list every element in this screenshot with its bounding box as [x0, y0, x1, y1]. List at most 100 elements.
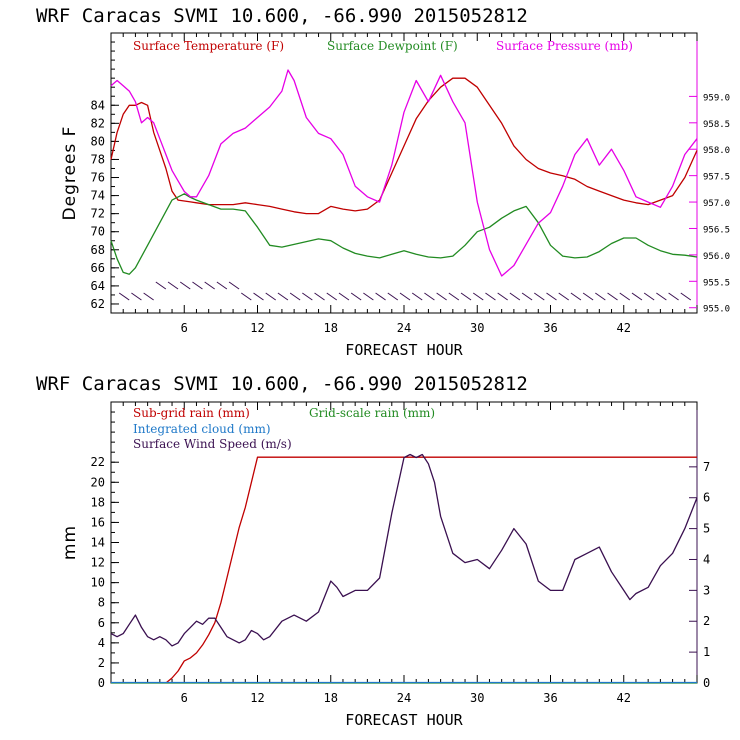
x-tick-label: 18	[324, 691, 338, 705]
wind-barb	[314, 292, 325, 301]
wind-barb	[631, 292, 643, 301]
y2-tick-label: 956.0	[703, 252, 730, 262]
series-line-surface-pressure-mb-	[110, 69, 698, 277]
x-tick-label: 42	[617, 691, 631, 705]
y-axis-label: Degrees F	[60, 126, 80, 221]
x-tick-label: 36	[543, 321, 557, 335]
x-tick-label: 24	[397, 691, 411, 705]
y-tick-label: 16	[91, 515, 105, 529]
y-tick-label: 6	[98, 616, 105, 630]
x-tick-label: 30	[470, 691, 484, 705]
legend-entry: Surface Temperature (F)	[133, 39, 284, 53]
wind-barb	[582, 292, 594, 301]
plot-frame	[110, 32, 698, 314]
wind-barb	[595, 292, 606, 301]
wind-barb	[192, 281, 203, 290]
y-tick-label: 78	[91, 152, 105, 166]
wind-barb	[497, 292, 508, 301]
y2-tick-label: 957.5	[703, 173, 730, 183]
y-tick-label: 14	[91, 536, 105, 550]
y2-tick-label: 958.0	[703, 146, 730, 156]
x-tick-label: 18	[324, 321, 338, 335]
y-tick-label: 80	[91, 134, 105, 148]
chart-title-1: WRF Caracas SVMI 10.600, -66.990 2015052…	[36, 5, 528, 27]
wind-barb	[460, 292, 472, 301]
y-axis-label: mm	[60, 525, 80, 560]
wind-barb	[241, 292, 252, 301]
wind-barb	[387, 292, 399, 301]
wind-barb	[399, 292, 411, 301]
x-tick-label: 36	[543, 691, 557, 705]
y-tick-label: 18	[91, 495, 105, 509]
wind-barb	[216, 281, 228, 290]
y2-tick-label: 958.5	[703, 120, 730, 130]
wind-barb	[375, 292, 386, 301]
wind-barb	[546, 292, 557, 301]
series-line-surface-dewpoint-f-	[110, 193, 698, 275]
x-tick-label: 6	[181, 321, 188, 335]
legend-entry: Sub-grid rain (mm)	[133, 406, 250, 420]
legend-entry: Surface Dewpoint (F)	[327, 39, 458, 53]
y-tick-label: 66	[91, 261, 105, 275]
y-tick-label: 70	[91, 225, 105, 239]
y2-tick-label: 3	[703, 583, 710, 597]
wind-barb	[350, 292, 362, 301]
x-tick-label: 12	[250, 691, 264, 705]
wind-barb	[204, 281, 215, 290]
x-tick-label: 12	[250, 321, 264, 335]
wind-barb	[131, 292, 142, 301]
y2-tick-label: 2	[703, 614, 710, 628]
wind-barb	[619, 292, 631, 301]
x-axis-label: FORECAST HOUR	[345, 341, 463, 359]
y-tick-label: 76	[91, 171, 105, 185]
legend-entry: Surface Wind Speed (m/s)	[133, 437, 292, 451]
chart-title-2: WRF Caracas SVMI 10.600, -66.990 2015052…	[36, 373, 528, 395]
y-tick-label: 2	[98, 656, 105, 670]
y2-tick-label: 6	[703, 491, 710, 505]
y2-tick-label: 956.5	[703, 225, 730, 235]
y-tick-label: 84	[91, 98, 105, 112]
y2-tick-label: 5	[703, 522, 710, 536]
wind-barb	[643, 292, 655, 301]
legend-entry: Surface Pressure (mb)	[496, 39, 633, 53]
y2-tick-label: 955.0	[703, 305, 730, 315]
y-tick-label: 72	[91, 207, 105, 221]
wind-barb	[277, 292, 289, 301]
panel-2	[110, 401, 698, 684]
y2-tick-label: 957.0	[703, 199, 730, 209]
x-tick-label: 6	[181, 691, 188, 705]
wind-barb	[448, 292, 460, 301]
y-tick-label: 10	[91, 576, 105, 590]
panel-1	[110, 32, 698, 314]
wind-barb	[155, 281, 167, 290]
wind-barb	[607, 292, 618, 301]
wind-barb	[485, 292, 496, 301]
legend-entry: Integrated cloud (mm)	[133, 422, 271, 436]
wind-barb	[424, 292, 435, 301]
wind-barb	[534, 292, 545, 301]
wind-barb	[289, 292, 301, 301]
y-tick-label: 62	[91, 297, 105, 311]
x-tick-label: 42	[617, 321, 631, 335]
wind-barb	[411, 292, 423, 301]
y-tick-label: 4	[98, 636, 105, 650]
y-tick-label: 82	[91, 116, 105, 130]
wind-barb	[656, 292, 667, 301]
y-tick-label: 68	[91, 243, 105, 257]
wind-barb	[179, 281, 191, 290]
y-tick-label: 74	[91, 189, 105, 203]
wind-barb	[472, 292, 484, 301]
y-tick-label: 64	[91, 279, 105, 293]
y-tick-label: 20	[91, 475, 105, 489]
y2-tick-label: 4	[703, 552, 710, 566]
wind-barb	[338, 292, 350, 301]
series-line-sub-grid-rain-mm-	[165, 456, 697, 684]
wind-barb	[521, 292, 533, 301]
x-tick-label: 24	[397, 321, 411, 335]
y-tick-label: 22	[91, 455, 105, 469]
y2-tick-label: 955.5	[703, 278, 730, 288]
series-line-surface-wind-speed-m-s-	[110, 453, 698, 647]
y2-tick-label: 959.0	[703, 93, 730, 103]
wind-barb	[302, 292, 313, 301]
legend-entry: Grid-scale rain (mm)	[309, 406, 435, 420]
